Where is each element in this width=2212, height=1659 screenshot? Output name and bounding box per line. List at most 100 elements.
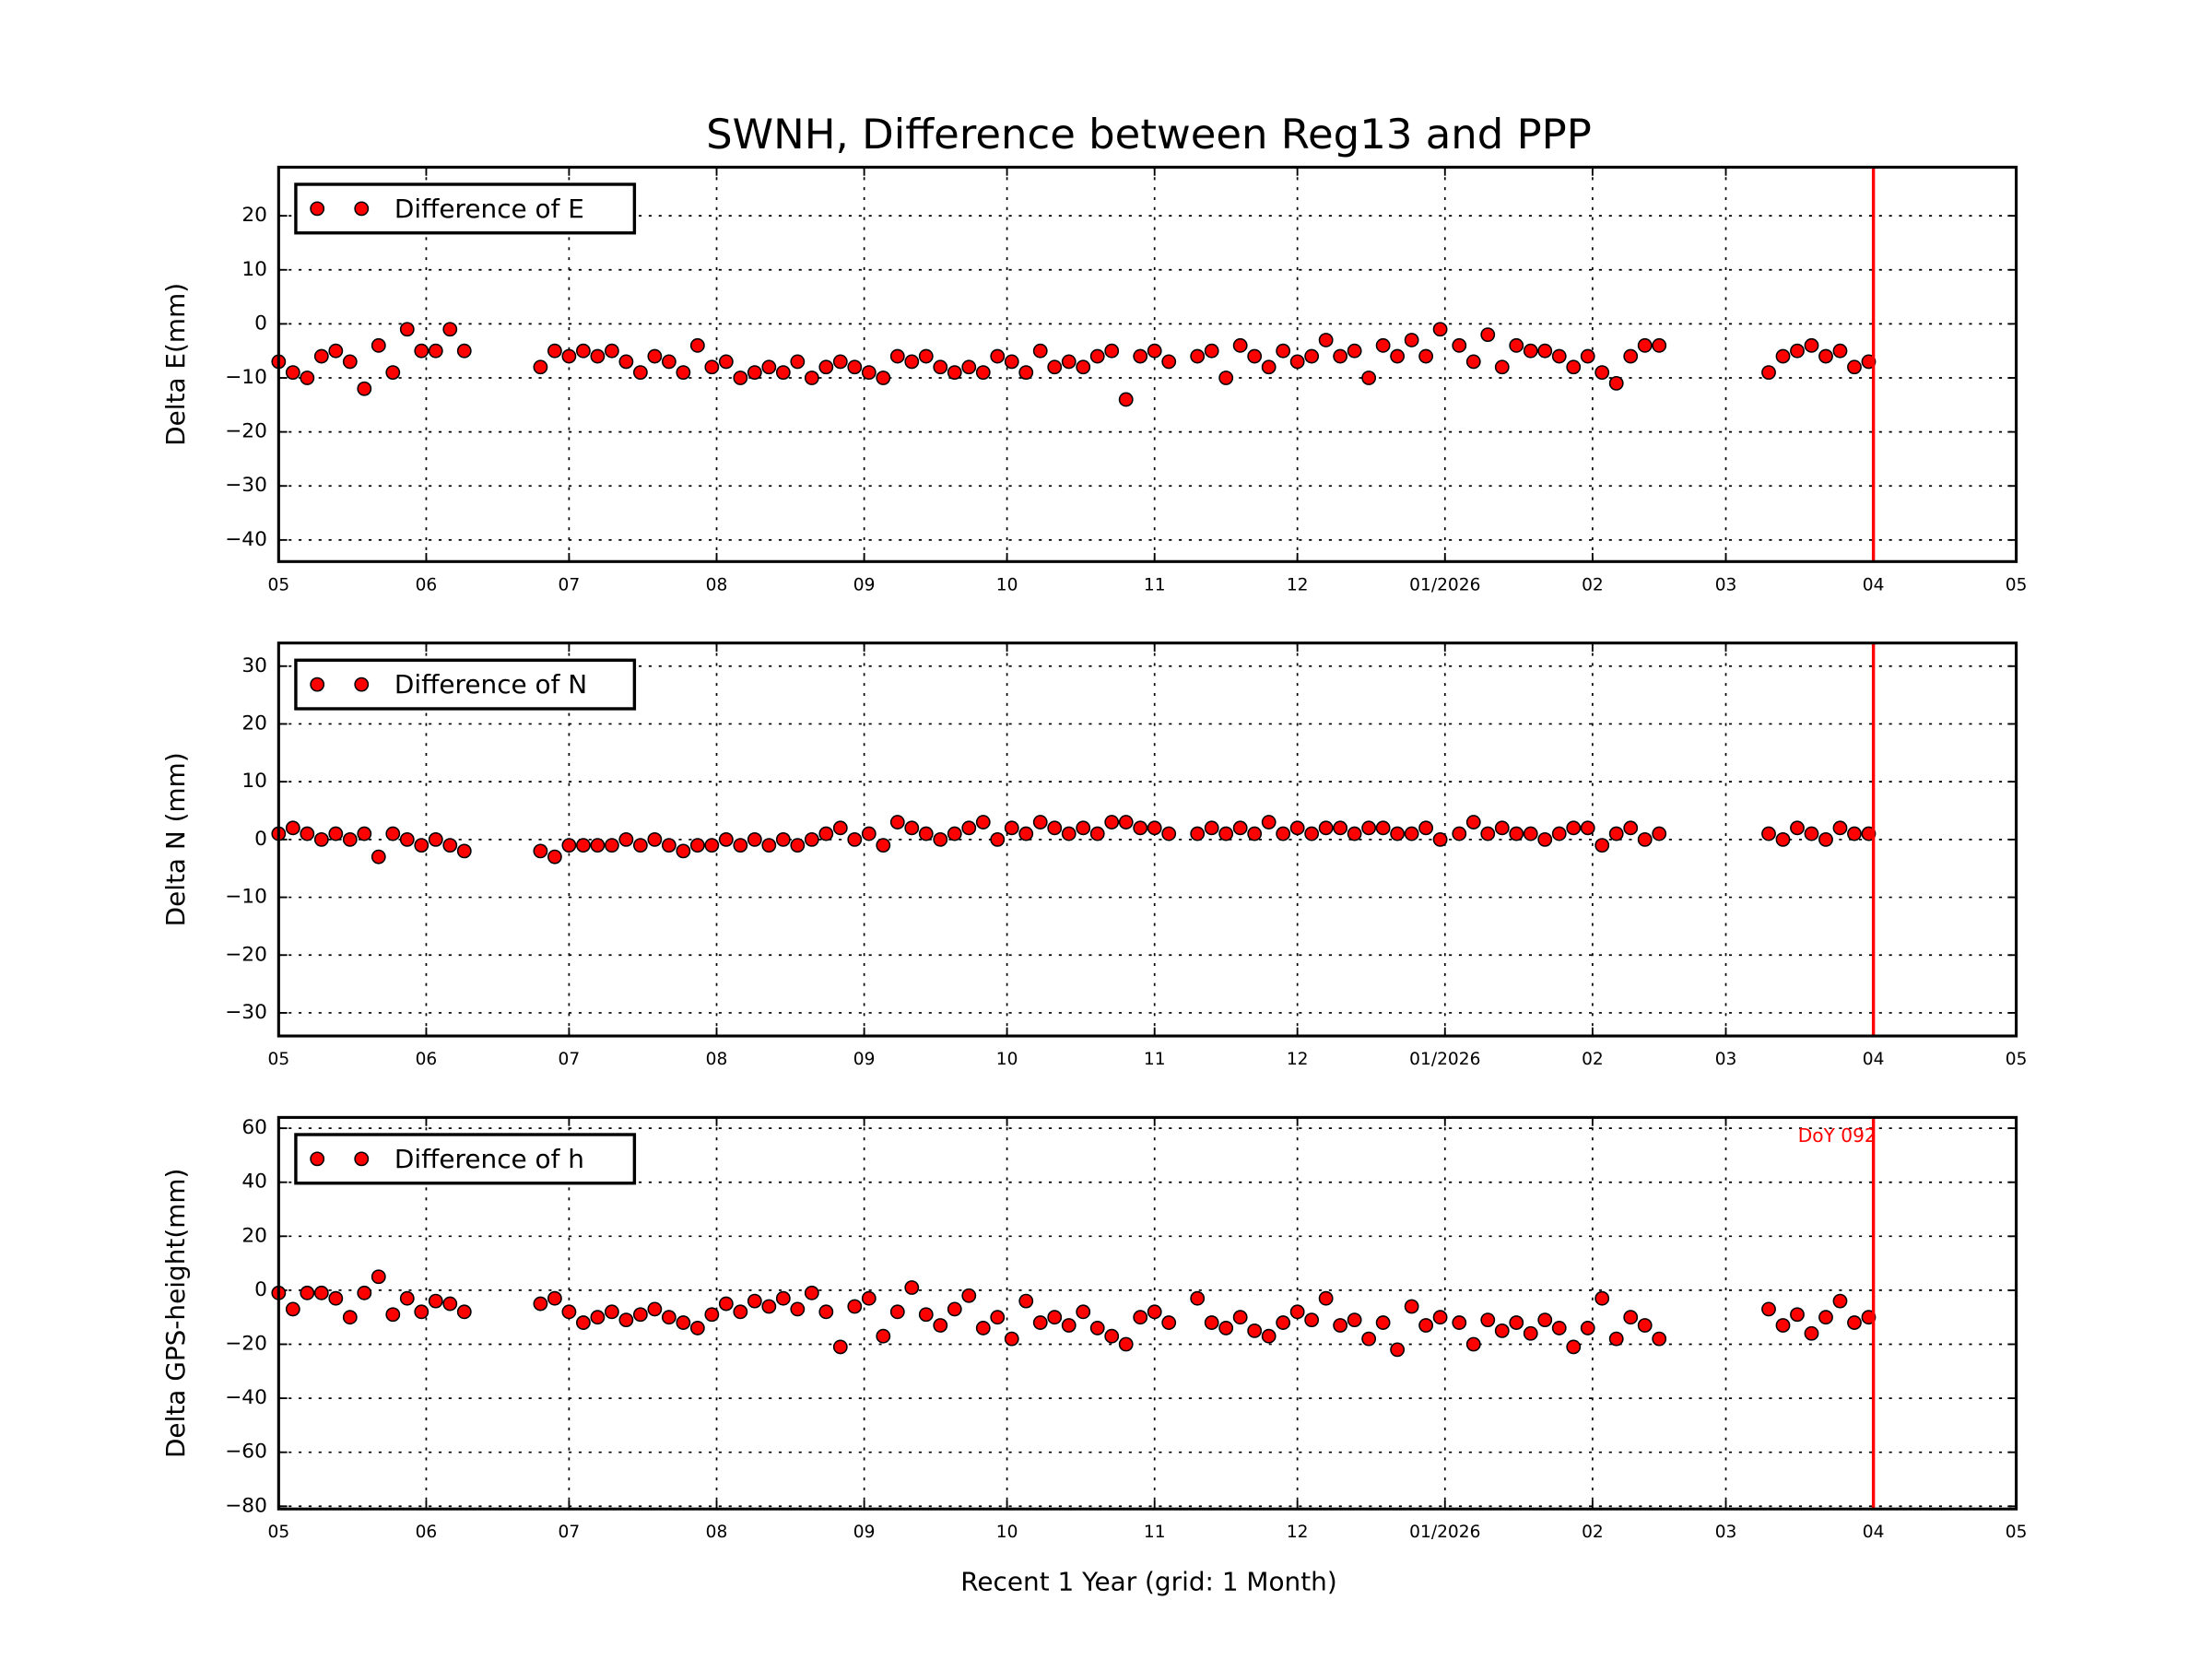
data-point [876,838,891,853]
legend-marker [310,1151,325,1167]
data-point [342,354,358,370]
data-point [1375,1315,1391,1330]
data-point [328,343,344,359]
data-point [961,820,977,836]
data-point [1465,354,1481,370]
x-tick-label: 07 [559,575,581,594]
data-point [1580,348,1595,364]
y-axis-label: Delta E(mm) [160,283,191,446]
data-point [1247,1323,1263,1338]
data-point [889,1304,905,1320]
data-point [1232,1310,1248,1325]
y-tick-label: 20 [241,204,267,227]
data-point [1218,1321,1234,1335]
data-point [1047,1310,1063,1325]
data-point [561,348,577,364]
data-point [1404,1299,1419,1314]
data-point [1375,337,1391,353]
data-point [1276,343,1291,359]
data-point [733,371,748,385]
data-point [547,849,562,865]
data-point [371,337,386,353]
y-tick-label: −80 [225,1494,267,1517]
x-tick-label: 10 [996,575,1018,594]
data-point [371,1269,386,1285]
data-point [818,359,834,375]
data-point [342,831,358,847]
data-point [1818,831,1833,847]
data-point [661,838,677,853]
data-point [876,1328,891,1344]
data-point [918,826,934,841]
legend-box [294,658,637,711]
data-point [1032,815,1048,830]
y-tick-label: 20 [241,1224,267,1247]
data-point [1566,359,1582,375]
x-tick-label: 11 [1144,1050,1166,1069]
data-point [1361,820,1377,836]
data-point [790,1301,806,1317]
data-point [328,826,344,841]
data-point [456,343,472,359]
y-tick-label: −20 [225,1332,267,1355]
data-point [1104,343,1120,359]
data-point [1847,826,1862,841]
data-point [975,815,991,830]
data-point [1432,1310,1448,1325]
data-point [1104,815,1120,830]
x-tick-label: 12 [1287,575,1309,594]
legend-marker [354,201,370,217]
data-point [300,826,315,841]
data-point [1804,1325,1819,1341]
data-point [1333,1318,1348,1333]
data-point [1304,348,1320,364]
data-point [676,365,691,381]
y-tick-label: −40 [225,528,267,551]
data-point [1494,359,1510,375]
data-point [1118,392,1134,407]
data-point [1276,1315,1291,1330]
data-point [561,838,577,853]
data-point [904,820,920,836]
data-point [1333,820,1348,836]
data-point [1190,348,1206,364]
data-point [689,1321,705,1335]
data-point [990,1310,1006,1325]
data-point [1147,820,1162,836]
data-point [1480,1312,1496,1328]
data-point [1276,826,1291,841]
x-tick-label: 05 [267,1050,289,1069]
data-point [861,365,877,381]
chart-title: SWNH, Difference between Reg13 and PPP [706,110,1592,159]
data-point [1218,826,1234,841]
data-point [1847,1315,1862,1330]
x-tick-label: 08 [706,575,728,594]
data-point [1304,1312,1320,1328]
data-point [442,1296,458,1312]
data-point [1804,826,1819,841]
data-point [547,1290,562,1306]
x-tick-label: 06 [416,1523,438,1542]
data-point [1289,354,1305,370]
data-point [918,1307,934,1323]
data-point [1390,348,1406,364]
data-point [876,371,891,385]
data-point [313,1285,329,1300]
data-point [1190,826,1206,841]
data-point [1104,1328,1120,1344]
data-point [1623,348,1639,364]
data-point [1832,820,1848,836]
data-point [1594,1290,1610,1306]
y-axis-label: Delta N (mm) [160,752,191,926]
data-point [1190,1290,1206,1306]
data-point [300,371,315,385]
data-point [285,820,300,836]
x-tick-label: 03 [1715,575,1737,594]
data-point [1032,1315,1048,1330]
data-point [632,838,648,853]
x-tick-label: 04 [1863,1523,1885,1542]
data-point [575,838,591,853]
data-point [1594,365,1610,381]
data-point [632,1307,648,1323]
data-point [1652,826,1667,841]
